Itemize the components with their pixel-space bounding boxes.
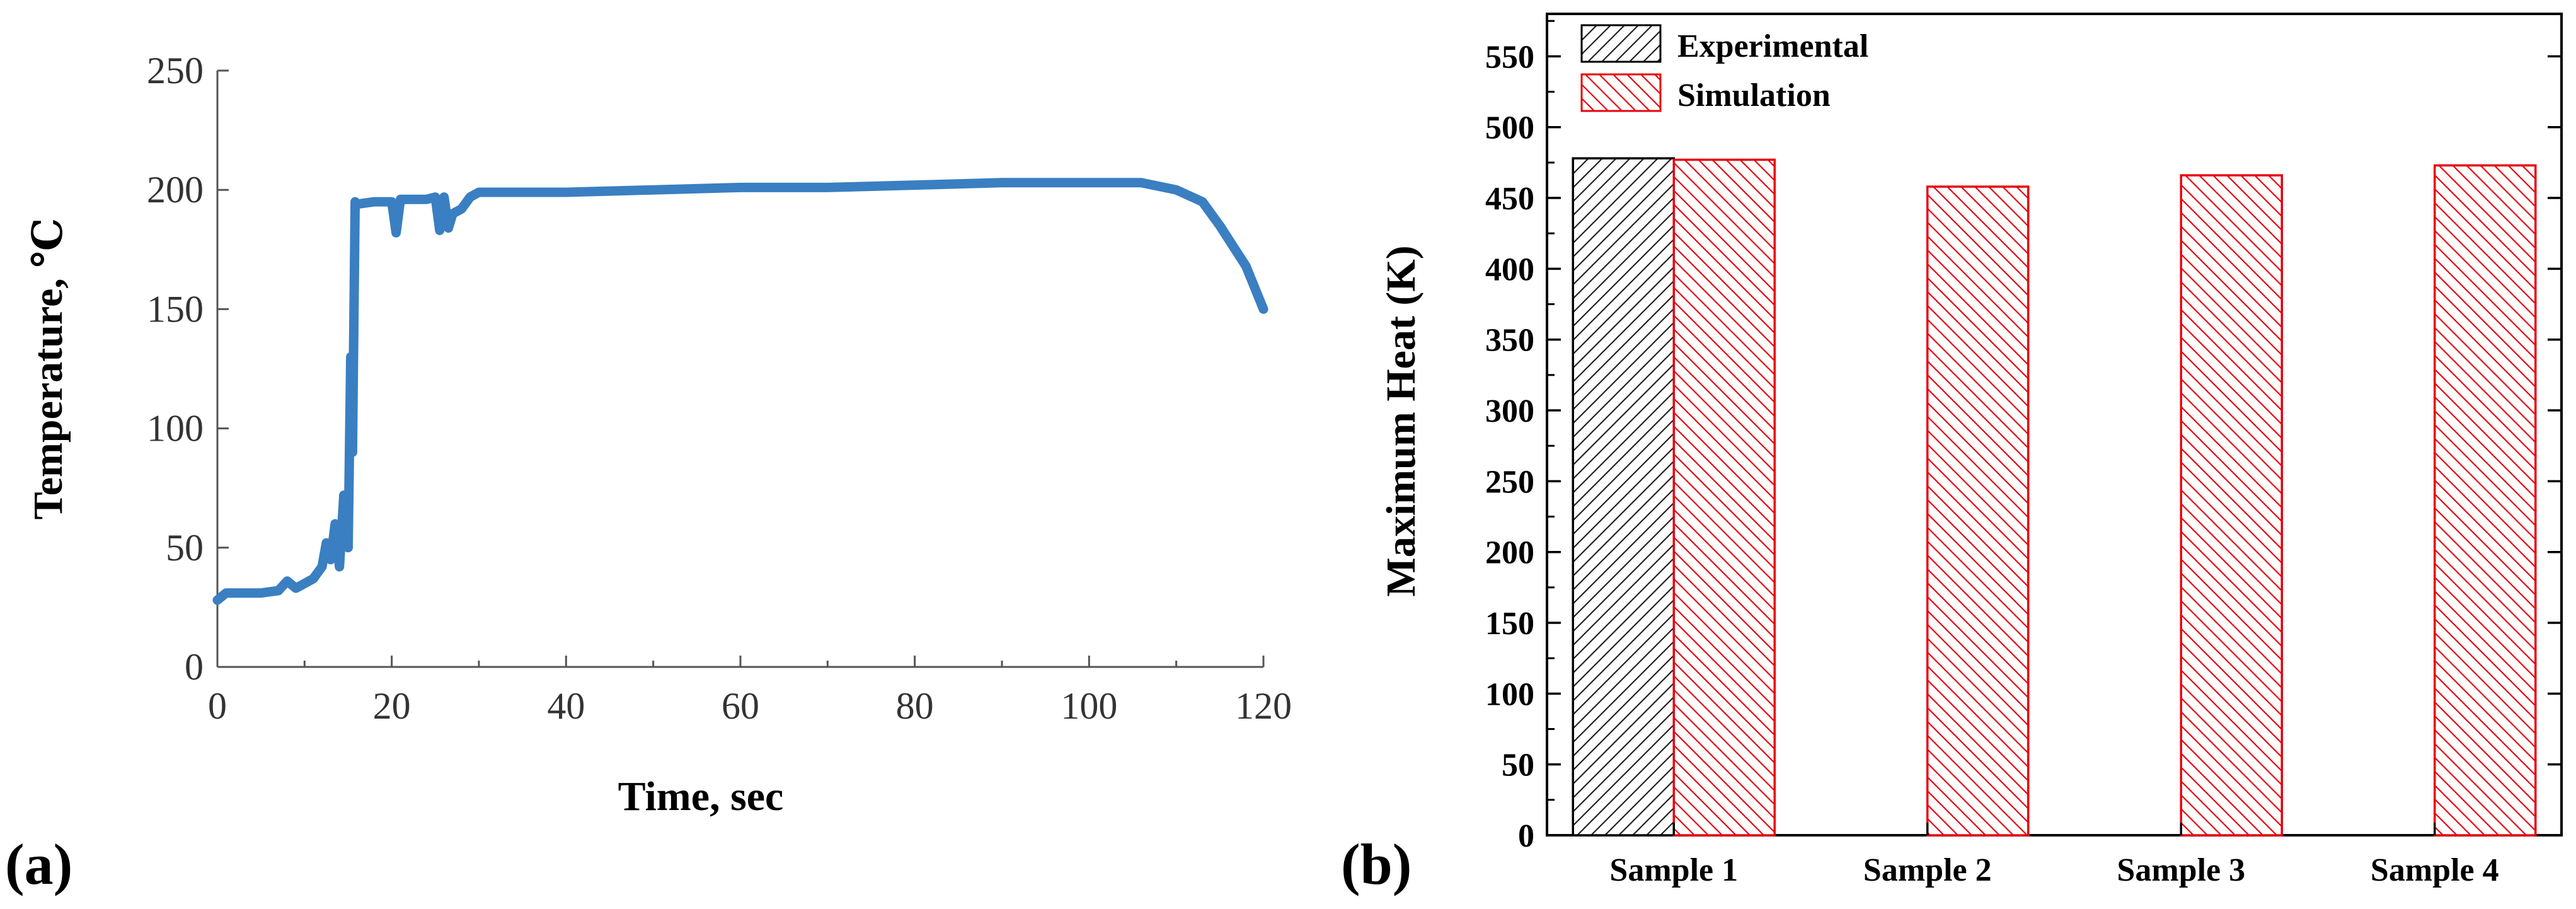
y-tick-label: 250 — [1485, 464, 1534, 500]
y-tick-label: 0 — [1518, 818, 1534, 854]
panel-label-b: (b) — [1341, 832, 1412, 896]
y-tick-label: 100 — [147, 408, 204, 449]
y-tick-label: 50 — [1502, 748, 1534, 784]
bar-simulation-1 — [1672, 158, 1776, 837]
x-tick-label: 100 — [1061, 685, 1117, 727]
plot-frame — [1546, 13, 2563, 837]
y-tick-label: 200 — [1485, 535, 1534, 571]
x-tick-label: Sample 3 — [2117, 852, 2245, 888]
y-tick-label: 550 — [1485, 39, 1534, 75]
x-tick-label: Sample 2 — [1863, 852, 1992, 888]
bar-simulation-3 — [2180, 174, 2283, 837]
legend-swatch-simulation — [1580, 73, 1662, 112]
temperature-chart: 0 50 100 150 200 250 0 20 40 60 80 100 120 Time, se… — [5, 50, 1292, 896]
y-tick-label: 200 — [147, 169, 204, 211]
legend-label-experimental: Experimental — [1677, 28, 1868, 64]
legend-label-simulation: Simulation — [1677, 78, 1831, 113]
legend: Experimental Simulation — [1580, 24, 1868, 113]
temperature-series-line — [212, 178, 1268, 605]
x-tick-label: Sample 4 — [2371, 852, 2499, 888]
y-tick-label: 500 — [1485, 110, 1534, 146]
x-tick-label: 60 — [722, 685, 759, 727]
y-tick-label: 150 — [1485, 606, 1534, 642]
x-tick-label: 20 — [373, 685, 411, 727]
x-tick-label: Sample 1 — [1609, 852, 1738, 888]
y-axis-label: Maximum Heat (K) — [1378, 245, 1424, 596]
y-tick-label: 150 — [147, 288, 204, 330]
y-tick-label: 300 — [1485, 393, 1534, 429]
bar-experimental-1 — [1572, 157, 1675, 837]
legend-swatch-experimental — [1580, 24, 1662, 63]
x-tick-label: 0 — [208, 685, 227, 727]
x-tick-label: 80 — [896, 685, 934, 727]
y-axis-label: Temperature, ℃ — [25, 218, 71, 520]
bar-simulation-2 — [1926, 185, 2030, 837]
y-tick-label: 250 — [147, 50, 204, 91]
x-tick-label: 40 — [547, 685, 585, 727]
y-tick-label: 350 — [1485, 323, 1534, 359]
max-heat-bar-chart: 0 50 100 150 200 250 300 350 400 450 500 550 Sample… — [1341, 13, 2563, 896]
x-axis-label: Time, sec — [618, 773, 784, 819]
y-tick-label: 100 — [1485, 676, 1534, 712]
y-tick-label: 50 — [166, 527, 204, 569]
bar-simulation-4 — [2434, 164, 2537, 837]
y-tick-label: 400 — [1485, 252, 1534, 287]
y-tick-label: 0 — [185, 646, 204, 688]
y-tick-label: 450 — [1485, 181, 1534, 217]
x-tick-label: 120 — [1235, 685, 1292, 727]
panel-label-a: (a) — [5, 832, 72, 896]
